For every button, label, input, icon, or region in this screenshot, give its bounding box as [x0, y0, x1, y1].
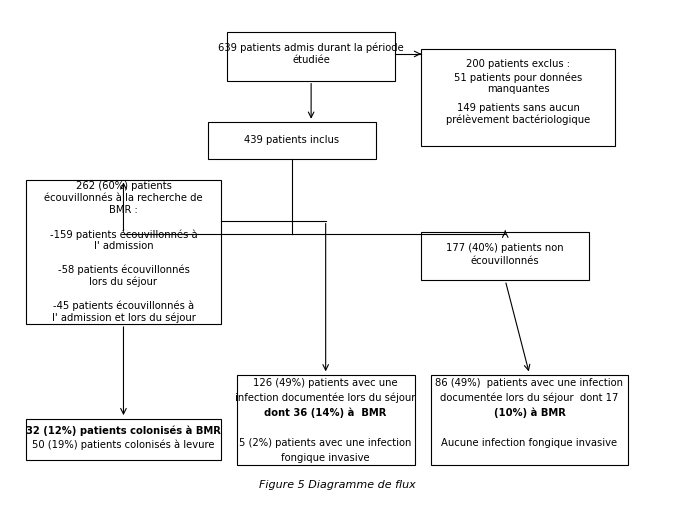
- Text: 86 (49%)  patients avec une infection: 86 (49%) patients avec une infection: [435, 378, 623, 388]
- Text: lors du séjour: lors du séjour: [90, 277, 158, 287]
- Text: documentée lors du séjour  dont 17: documentée lors du séjour dont 17: [440, 392, 619, 403]
- Text: écouvillonnés à la recherche de: écouvillonnés à la recherche de: [44, 194, 203, 203]
- Text: 639 patients admis durant la période: 639 patients admis durant la période: [218, 43, 404, 53]
- Text: l' admission: l' admission: [94, 241, 153, 251]
- Bar: [421, 232, 589, 280]
- Text: 439 patients inclus: 439 patients inclus: [244, 135, 339, 146]
- Text: Aucune infection fongique invasive: Aucune infection fongique invasive: [441, 438, 617, 448]
- Text: BMR :: BMR :: [109, 205, 138, 215]
- Text: dont 36 (14%) à  BMR: dont 36 (14%) à BMR: [264, 408, 387, 418]
- Bar: [227, 32, 395, 81]
- Bar: [237, 375, 415, 465]
- Text: 262 (60%) patients: 262 (60%) patients: [75, 182, 171, 192]
- Text: 32 (12%) patients colonisés à BMR: 32 (12%) patients colonisés à BMR: [26, 426, 221, 436]
- Text: 200 patients exclus :: 200 patients exclus :: [466, 59, 570, 68]
- Text: Figure 5 Diagramme de flux: Figure 5 Diagramme de flux: [259, 480, 415, 490]
- Bar: [208, 122, 376, 159]
- Bar: [421, 49, 615, 147]
- Bar: [431, 375, 628, 465]
- Bar: [26, 419, 220, 460]
- Text: 126 (49%) patients avec une: 126 (49%) patients avec une: [253, 378, 398, 388]
- Text: (10%) à BMR: (10%) à BMR: [493, 408, 565, 418]
- Text: 50 (19%) patients colonisés à levure: 50 (19%) patients colonisés à levure: [32, 439, 215, 450]
- Text: -45 patients écouvillonnés à: -45 patients écouvillonnés à: [53, 301, 194, 311]
- Text: 51 patients pour données: 51 patients pour données: [454, 72, 582, 83]
- Text: -58 patients écouvillonnés: -58 patients écouvillonnés: [57, 265, 189, 275]
- Text: prélèvement bactériologique: prélèvement bactériologique: [446, 115, 590, 125]
- Text: 149 patients sans aucun: 149 patients sans aucun: [457, 103, 580, 114]
- Text: étudiée: étudiée: [293, 55, 330, 65]
- Text: 177 (40%) patients non: 177 (40%) patients non: [446, 243, 564, 253]
- Text: écouvillonnés: écouvillonnés: [471, 256, 540, 266]
- Text: l' admission et lors du séjour: l' admission et lors du séjour: [51, 313, 195, 323]
- Text: -159 patients écouvillonnés à: -159 patients écouvillonnés à: [50, 229, 197, 240]
- Text: manquantes: manquantes: [487, 84, 549, 94]
- Text: infection documentée lors du séjour: infection documentée lors du séjour: [235, 392, 416, 403]
- Text: 5 (2%) patients avec une infection: 5 (2%) patients avec une infection: [239, 438, 412, 448]
- Text: fongique invasive: fongique invasive: [281, 453, 370, 463]
- Bar: [26, 180, 220, 324]
